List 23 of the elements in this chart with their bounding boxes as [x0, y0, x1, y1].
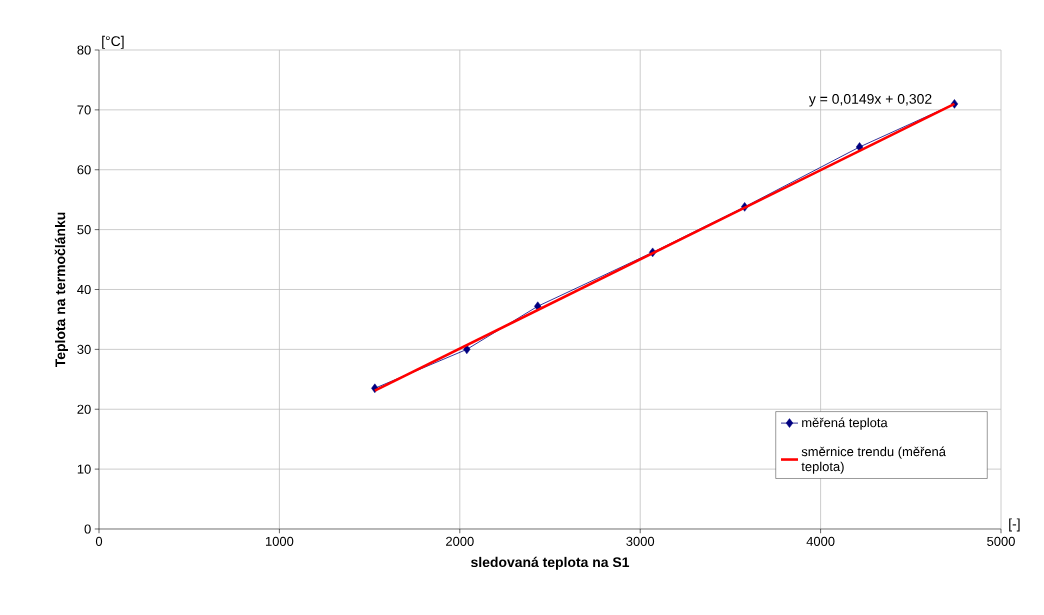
x-tick-label: 0	[95, 536, 103, 546]
x-tick-label: 2000	[446, 536, 474, 546]
y-tick-label: 10	[77, 464, 91, 474]
y-axis-title: Teplota na termočlánku	[54, 212, 68, 368]
x-tick-label: 1000	[265, 536, 294, 546]
x-axis-title: sledovaná teplota na S1	[471, 556, 630, 570]
point	[855, 142, 864, 152]
x-tick-label: 3000	[626, 536, 655, 546]
x-tick-label: 4000	[806, 536, 835, 546]
text: [°C]	[102, 35, 124, 49]
y-tick-label: 70	[77, 105, 91, 115]
legend-label: směrnice trendu (měřená teplota)	[801, 446, 946, 474]
y-tick-label: 20	[77, 404, 91, 414]
y-tick-label: 60	[77, 165, 91, 175]
legend-label: měřená teplota	[802, 417, 888, 430]
text: [-]	[1009, 518, 1020, 532]
annotation: y = 0,0149x + 0,302	[808, 93, 932, 107]
x-tick-label: 5000	[987, 536, 1015, 546]
y-tick-label: 80	[77, 45, 91, 55]
y-tick-label: 50	[77, 225, 91, 235]
y-tick-label: 40	[77, 284, 91, 295]
y-tick-label: 30	[77, 344, 91, 354]
y-tick-label: 0	[84, 524, 91, 534]
